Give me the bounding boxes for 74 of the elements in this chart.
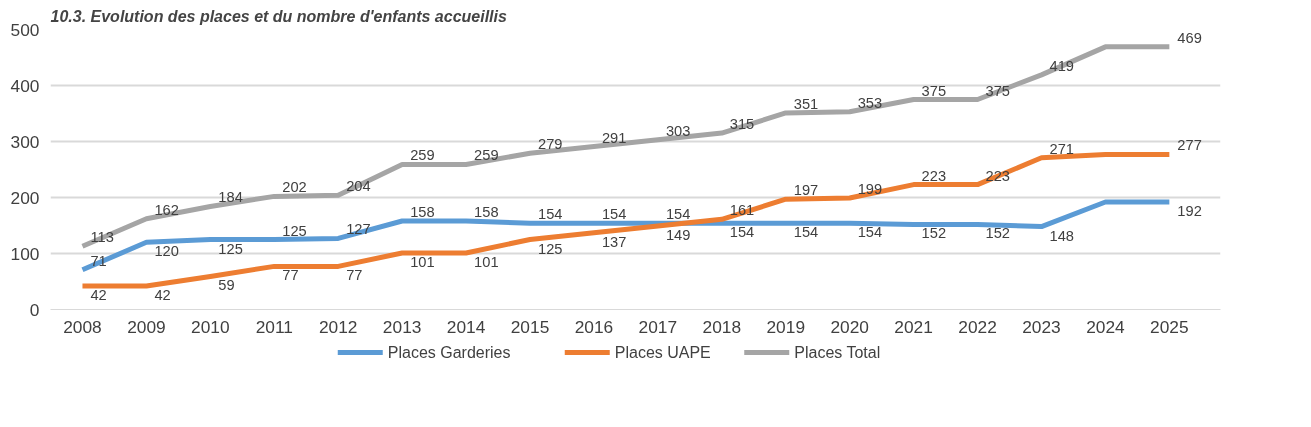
data-label: 223 — [921, 167, 947, 184]
legend-label: Places Garderies — [387, 344, 511, 361]
data-label: 291 — [601, 129, 627, 146]
x-tick-label: 2015 — [510, 316, 550, 337]
data-label: 315 — [729, 116, 755, 133]
data-label: 271 — [1049, 140, 1074, 157]
data-label: 279 — [538, 136, 563, 153]
y-tick-label: 500 — [10, 19, 40, 40]
legend-label: Places UAPE — [614, 344, 711, 361]
data-label: 154 — [538, 206, 563, 223]
data-label: 192 — [1177, 202, 1202, 219]
data-label: 204 — [346, 178, 371, 195]
legend-label: Places Total — [794, 344, 881, 361]
data-label: 125 — [282, 222, 307, 239]
y-tick-label: 0 — [29, 299, 40, 320]
data-label: 154 — [665, 206, 691, 223]
x-tick-label: 2017 — [638, 316, 678, 337]
data-label: 277 — [1177, 137, 1202, 154]
x-tick-label: 2012 — [318, 316, 358, 337]
data-label: 353 — [857, 94, 883, 111]
data-label: 125 — [218, 240, 243, 257]
data-label: 101 — [474, 253, 499, 270]
data-label: 120 — [154, 243, 179, 260]
data-label: 197 — [793, 182, 819, 199]
x-tick-label: 2019 — [766, 316, 806, 337]
data-label: 77 — [346, 267, 363, 284]
data-label: 351 — [793, 95, 819, 112]
x-tick-label: 2025 — [1150, 316, 1189, 337]
x-tick-label: 2009 — [127, 316, 166, 337]
data-label: 259 — [410, 147, 435, 164]
data-label: 42 — [90, 286, 107, 303]
data-label: 303 — [665, 122, 691, 139]
x-tick-label: 2016 — [574, 316, 614, 337]
x-tick-label: 2014 — [446, 316, 486, 337]
data-label: 152 — [921, 225, 947, 242]
data-label: 42 — [154, 286, 171, 303]
x-tick-label: 2008 — [63, 316, 102, 337]
data-label: 152 — [985, 225, 1011, 242]
x-tick-label: 2010 — [191, 316, 230, 337]
data-label: 154 — [729, 224, 755, 241]
data-label: 158 — [474, 204, 499, 221]
y-tick-label: 200 — [10, 187, 40, 208]
data-label: 148 — [1049, 227, 1074, 244]
y-tick-label: 300 — [10, 131, 40, 152]
x-tick-label: 2023 — [1022, 316, 1061, 337]
data-label: 419 — [1049, 57, 1074, 74]
chart-title: 10.3. Evolution des places et du nombre d'enfants accueillis — [50, 7, 507, 25]
data-label: 125 — [538, 240, 563, 257]
x-tick-label: 2020 — [830, 316, 869, 337]
data-label: 158 — [410, 204, 435, 221]
x-tick-label: 2013 — [382, 316, 422, 337]
data-label: 101 — [410, 253, 435, 270]
data-label: 162 — [154, 201, 179, 218]
data-label: 137 — [601, 233, 627, 250]
data-label: 184 — [218, 189, 243, 206]
data-label: 149 — [665, 227, 691, 244]
data-label: 59 — [218, 277, 235, 294]
y-tick-label: 100 — [10, 243, 40, 264]
x-tick-label: 2024 — [1086, 316, 1126, 337]
data-label: 375 — [985, 82, 1011, 99]
x-tick-label: 2022 — [958, 316, 997, 337]
x-tick-label: 2018 — [702, 316, 742, 337]
data-label: 375 — [921, 82, 947, 99]
data-label: 469 — [1177, 29, 1202, 46]
data-label: 113 — [90, 229, 114, 246]
y-tick-label: 400 — [10, 75, 40, 96]
data-label: 77 — [282, 267, 299, 284]
x-tick-label: 2011 — [255, 316, 293, 337]
x-tick-label: 2021 — [894, 316, 933, 337]
data-label: 259 — [474, 147, 499, 164]
data-label: 154 — [601, 206, 627, 223]
data-label: 154 — [857, 224, 883, 241]
data-label: 202 — [282, 179, 307, 196]
data-label: 154 — [793, 224, 819, 241]
